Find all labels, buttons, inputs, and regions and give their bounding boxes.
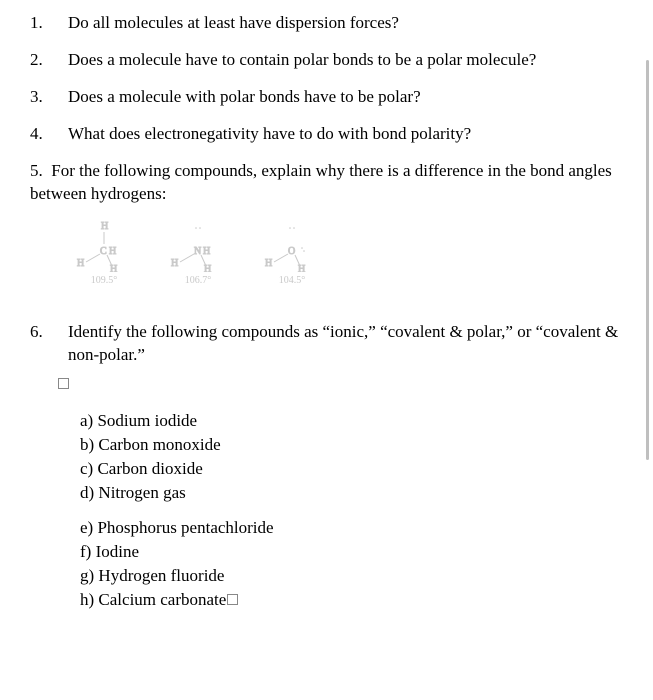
list-item: g) Hydrogen fluoride [80, 565, 620, 588]
molecule-icon: N H H H [168, 220, 228, 272]
list-item: f) Iodine [80, 541, 620, 564]
question-4: 4. What does electronegativity have to d… [30, 123, 620, 146]
question-2: 2. Does a molecule have to contain polar… [30, 49, 620, 72]
svg-text:N: N [194, 246, 201, 257]
molecule-h2o: O H H 104.5° [262, 220, 322, 288]
list-item: a) Sodium iodide [80, 410, 620, 433]
scrollbar[interactable] [646, 60, 649, 460]
question-number: 1. [30, 12, 68, 35]
question-text: Does a molecule have to contain polar bo… [68, 49, 620, 72]
question-text: Do all molecules at least have dispersio… [68, 12, 620, 35]
svg-text:O: O [288, 246, 295, 257]
question-number: 3. [30, 86, 68, 109]
question-3: 3. Does a molecule with polar bonds have… [30, 86, 620, 109]
question-text: What does electronegativity have to do w… [68, 123, 620, 146]
list-item-label: h) Calcium carbonate [80, 590, 226, 609]
molecule-icon: O H H [262, 220, 322, 272]
question-number: 6. [30, 321, 68, 367]
question-text: Identify the following compounds as “ion… [68, 321, 620, 367]
svg-text:H: H [77, 258, 84, 269]
bond-angle: 104.5° [279, 274, 306, 288]
molecule-icon: H C H H H [74, 220, 134, 272]
checkbox-icon[interactable] [227, 594, 238, 605]
compound-list-2: e) Phosphorus pentachloride f) Iodine g)… [80, 517, 620, 612]
svg-text:H: H [265, 258, 272, 269]
question-text: Does a molecule with polar bonds have to… [68, 86, 620, 109]
question-number: 2. [30, 49, 68, 72]
svg-text:H: H [298, 264, 305, 272]
question-6: 6. Identify the following compounds as “… [30, 321, 620, 392]
svg-text:C: C [100, 246, 107, 257]
list-item: e) Phosphorus pentachloride [80, 517, 620, 540]
list-item: h) Calcium carbonate [80, 589, 620, 612]
question-5: 5. For the following compounds, explain … [30, 160, 620, 206]
question-1: 1. Do all molecules at least have disper… [30, 12, 620, 35]
question-text: For the following compounds, explain why… [30, 161, 612, 203]
svg-text:H: H [204, 264, 211, 272]
molecule-ch4: H C H H H 109.5° [74, 220, 134, 288]
list-item: d) Nitrogen gas [80, 482, 620, 505]
svg-text:H: H [101, 221, 108, 232]
question-number: 4. [30, 123, 68, 146]
svg-text:H: H [110, 264, 117, 272]
document-body: 1. Do all molecules at least have disper… [30, 12, 620, 611]
bond-angle: 109.5° [91, 274, 118, 288]
checkbox-icon[interactable] [58, 378, 69, 389]
svg-text:H: H [171, 258, 178, 269]
question-number: 5. [30, 161, 43, 180]
svg-text:H: H [203, 246, 210, 257]
list-item: b) Carbon monoxide [80, 434, 620, 457]
svg-text:H: H [109, 246, 116, 257]
compound-list-1: a) Sodium iodide b) Carbon monoxide c) C… [80, 410, 620, 505]
list-item: c) Carbon dioxide [80, 458, 620, 481]
molecule-nh3: N H H H 106.7° [168, 220, 228, 288]
molecule-diagrams: H C H H H 109.5° N H [74, 220, 620, 288]
bond-angle: 106.7° [185, 274, 212, 288]
